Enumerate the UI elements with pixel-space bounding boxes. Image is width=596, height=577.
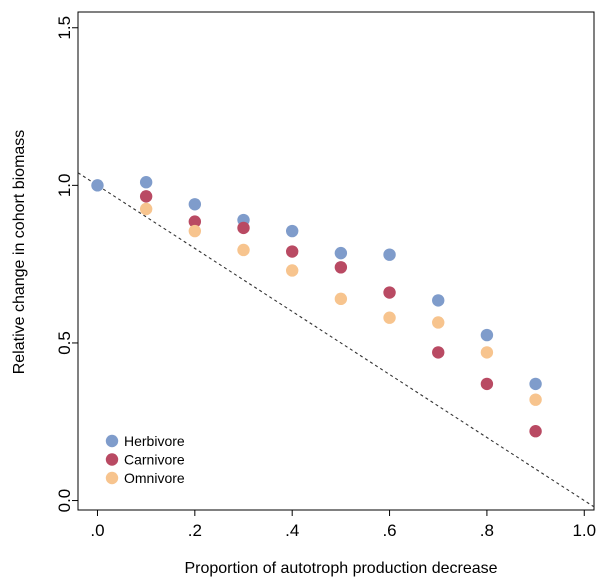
legend-marker [106,453,118,465]
herbivore-point [140,176,152,188]
carnivore-point [383,286,395,298]
y-tick-label: 1.0 [55,174,74,198]
herbivore-point [529,378,541,390]
x-tick-label: .6 [382,521,396,540]
omnivore-point [237,244,249,256]
herbivore-point [189,198,201,210]
x-tick-label: .8 [480,521,494,540]
carnivore-point [529,425,541,437]
omnivore-point [481,346,493,358]
y-tick-label: 1.5 [55,16,74,40]
series-omnivore [140,203,542,406]
x-tick-label: .0 [90,521,104,540]
carnivore-point [237,222,249,234]
omnivore-point [529,393,541,405]
carnivore-point [140,190,152,202]
x-tick-label: .4 [285,521,299,540]
omnivore-point [286,264,298,276]
herbivore-point [286,225,298,237]
carnivore-point [481,378,493,390]
legend-label: Omnivore [124,470,185,486]
herbivore-point [335,247,347,259]
herbivore-point [383,248,395,260]
legend-marker [106,435,118,447]
herbivore-point [432,294,444,306]
y-tick-label: 0.5 [55,331,74,355]
series-herbivore [91,176,542,390]
carnivore-point [335,261,347,273]
y-axis-label: Relative change in cohort biomass [11,130,28,375]
omnivore-point [383,312,395,324]
legend-label: Carnivore [124,452,185,468]
x-axis-label: Proportion of autotroph production decre… [184,560,497,577]
carnivore-point [432,346,444,358]
y-tick-label: 0.0 [55,489,74,513]
omnivore-point [335,293,347,305]
carnivore-point [286,245,298,257]
omnivore-point [140,203,152,215]
x-tick-label: .2 [188,521,202,540]
omnivore-point [189,225,201,237]
omnivore-point [432,316,444,328]
legend-marker [106,472,118,484]
series-carnivore [140,190,542,437]
x-tick-label: 1.0 [572,521,596,540]
legend-label: Herbivore [124,433,185,449]
herbivore-point [91,179,103,191]
herbivore-point [481,329,493,341]
